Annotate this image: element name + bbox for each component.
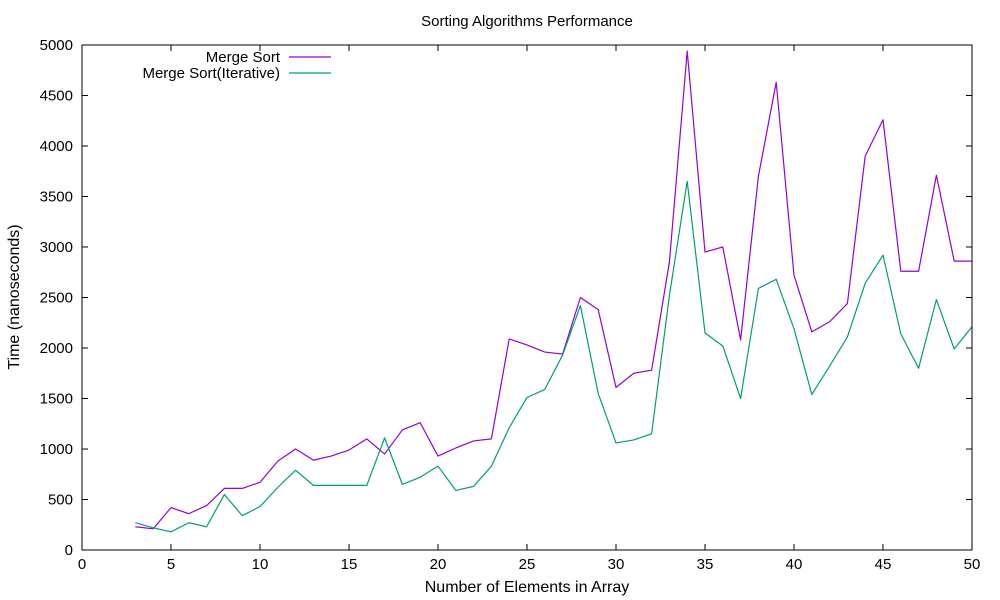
x-axis-title: Number of Elements in Array <box>425 579 630 596</box>
series-line-merge-sort-iterative <box>135 180 973 533</box>
x-tick-label: 5 <box>167 556 175 573</box>
y-tick-label: 0 <box>65 542 73 559</box>
y-tick-label: 4500 <box>40 88 73 105</box>
y-tick-label: 3500 <box>40 189 73 206</box>
x-tick-label: 10 <box>252 556 269 573</box>
y-tick-label: 2000 <box>40 340 73 357</box>
y-tick-label: 3000 <box>40 239 73 256</box>
y-tick-label: 5000 <box>40 37 73 54</box>
x-tick-label: 20 <box>430 556 447 573</box>
legend-label: Merge Sort <box>206 49 281 66</box>
y-tick-label: 1000 <box>40 441 73 458</box>
x-tick-label: 25 <box>519 556 536 573</box>
x-tick-label: 40 <box>786 556 803 573</box>
legend-label: Merge Sort(Iterative) <box>142 65 280 82</box>
y-tick-label: 500 <box>48 492 73 509</box>
x-tick-label: 15 <box>341 556 358 573</box>
series-line-merge-sort <box>135 50 972 530</box>
y-axis-title: Time (nanoseconds) <box>6 224 23 369</box>
plot-frame <box>81 44 973 551</box>
x-tick-label: 45 <box>875 556 892 573</box>
x-tick-label: 0 <box>78 556 86 573</box>
plot-area <box>135 50 973 533</box>
y-tick-label: 4000 <box>40 138 73 155</box>
y-tick-label: 1500 <box>40 391 73 408</box>
x-tick-label: 35 <box>697 556 714 573</box>
y-tick-label: 2500 <box>40 290 73 307</box>
y-axis: 0 500 1000 1500 2000 2500 3000 3500 4000 4500 5000 <box>40 37 972 559</box>
x-tick-label: 30 <box>608 556 625 573</box>
x-axis: 0 5 10 15 20 25 30 35 40 45 50 <box>78 45 981 573</box>
x-tick-label: 50 <box>964 556 981 573</box>
chart-title: Sorting Algorithms Performance <box>421 13 633 30</box>
